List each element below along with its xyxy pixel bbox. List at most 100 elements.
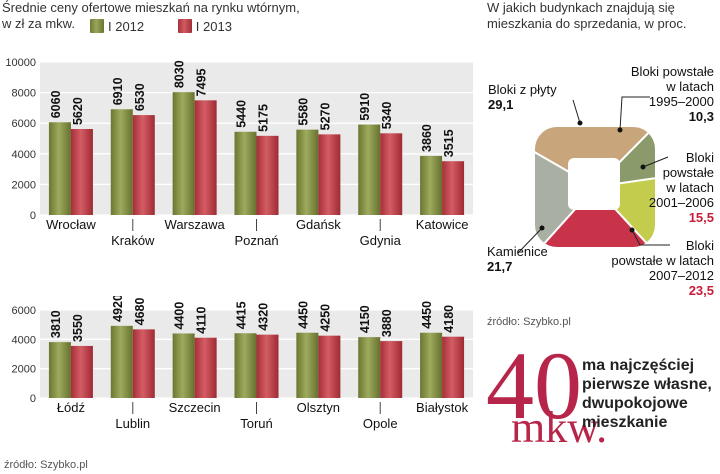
pie-center-hole	[568, 158, 620, 210]
right-source: źródło: Szybko.pl	[487, 316, 571, 328]
data-label: 3860	[420, 124, 434, 152]
bar	[110, 109, 133, 215]
chart-title-line: Średnie ceny ofertowe mieszkań na rynku …	[2, 0, 300, 15]
data-label: 8030	[173, 60, 187, 88]
leader-dot	[617, 127, 623, 133]
pie-segment	[535, 130, 597, 247]
data-label: 3810	[49, 310, 63, 338]
data-label: 4400	[173, 302, 187, 330]
bar	[194, 100, 217, 215]
pie-label-bloki-z-plyty: Bloki z płyty 29,1	[488, 82, 557, 112]
leader-dot	[577, 120, 583, 126]
category-label: Warszawa	[165, 217, 226, 232]
legend-swatch-2013	[177, 19, 192, 33]
bar	[70, 129, 93, 215]
bar	[296, 332, 319, 398]
y-tick-label: 4000	[12, 149, 36, 161]
bar	[358, 337, 381, 398]
bar	[380, 133, 403, 215]
pie-label-1995-2000: Bloki powstałe w latach 1995–2000 10,3	[630, 64, 714, 124]
category-label: Toruń	[240, 416, 273, 431]
pie-segment	[535, 127, 655, 189]
pie-title: W jakich budynkach znajdują się mieszkan…	[487, 0, 686, 32]
data-label: 5580	[296, 98, 310, 126]
bar	[358, 124, 381, 215]
y-tick-label: 0	[30, 393, 36, 405]
category-label: Wrocław	[46, 217, 96, 232]
category-label: Białystok	[416, 400, 469, 415]
bar	[442, 161, 465, 215]
data-label: 4150	[358, 305, 372, 333]
leader-line	[619, 96, 650, 131]
data-label: 4450	[420, 301, 434, 329]
bar	[318, 335, 341, 398]
data-label: 6530	[133, 83, 147, 111]
leader-dot	[629, 227, 635, 233]
pie-segment	[592, 169, 655, 247]
legend-swatch-2012	[90, 19, 104, 33]
pie-value: 10,3	[688, 109, 714, 124]
data-label: 6910	[111, 77, 125, 105]
bar	[194, 337, 217, 398]
leader-dot	[640, 164, 646, 170]
y-tick-label: 10000	[5, 57, 36, 69]
legend-label-2012: I 2012	[108, 19, 145, 34]
bar	[132, 329, 155, 398]
data-label: 3515	[442, 129, 456, 157]
leader-line	[642, 156, 669, 168]
bar	[420, 155, 443, 215]
pie-label-2007-2012: Bloki powstałe w latach 2007–2012 23,5	[611, 238, 714, 298]
pie-title-line: mieszkania do sprzedania, w proc.	[487, 16, 687, 31]
leader-line	[631, 229, 670, 246]
bar	[296, 129, 319, 215]
y-tick-label: 4000	[12, 334, 36, 346]
bar	[256, 334, 279, 398]
bar	[132, 115, 155, 215]
pie-label-kamienice: Kamienice 21,7	[487, 244, 548, 274]
bar	[48, 342, 71, 398]
data-label: 4250	[318, 304, 332, 332]
leader-dot	[539, 225, 545, 231]
building-type-square-pie	[517, 96, 670, 254]
category-label: Katowice	[416, 217, 469, 232]
category-label: Poznań	[234, 233, 278, 248]
data-label: 4920	[111, 296, 125, 322]
fact-text: ma najczęściej pierwsze własne, dwupokoj…	[582, 357, 712, 431]
bar-chart-big-cities: 0 2000 4000 6000 8000 10000 6060 5620 Wrocław 691…	[5, 57, 473, 248]
y-tick-label: 2000	[12, 179, 36, 191]
data-label: 5620	[71, 97, 85, 125]
bar	[420, 332, 443, 398]
chart-title: Średnie ceny ofertowe mieszkań na rynku …	[2, 0, 300, 32]
bar	[172, 92, 195, 215]
pie-value: 29,1	[488, 97, 514, 112]
pie-value: 21,7	[487, 259, 513, 274]
category-label: Gdańsk	[296, 217, 341, 232]
category-label: Lublin	[115, 416, 150, 431]
data-label: 4450	[296, 301, 310, 329]
pie-label-2001-2006: Bloki powstałe w latach 2001–2006 15,5	[648, 150, 714, 225]
data-label: 4415	[235, 301, 249, 329]
data-label: 4680	[133, 298, 147, 326]
leader-line	[517, 227, 543, 254]
category-label: Olsztyn	[297, 400, 340, 415]
y-tick-label: 2000	[12, 364, 36, 376]
data-label: 5340	[380, 101, 394, 129]
big-number: 40	[486, 332, 582, 439]
data-label: 5910	[358, 93, 372, 121]
bar	[234, 131, 257, 215]
bar	[70, 345, 93, 398]
data-label: 4320	[257, 303, 271, 331]
category-label: Opole	[363, 416, 398, 431]
chart-title-line: w zł za mkw.	[2, 16, 75, 31]
legend: I 2012 I 2013	[90, 19, 232, 34]
y-tick-label: 6000	[12, 305, 36, 317]
legend-label-2013: I 2013	[195, 19, 232, 34]
bar-chart-other-cities: 0 2000 4000 6000 3810 3550 Łódź 4920 4680 Lublin 4…	[12, 296, 473, 431]
pie-value: 23,5	[688, 283, 714, 298]
pie-segment	[535, 185, 655, 247]
bar	[256, 135, 279, 215]
data-label: 5270	[318, 103, 332, 131]
pie-title-line: W jakich budynkach znajdują się	[487, 0, 675, 15]
data-label: 3550	[71, 314, 85, 342]
bar	[442, 336, 465, 398]
